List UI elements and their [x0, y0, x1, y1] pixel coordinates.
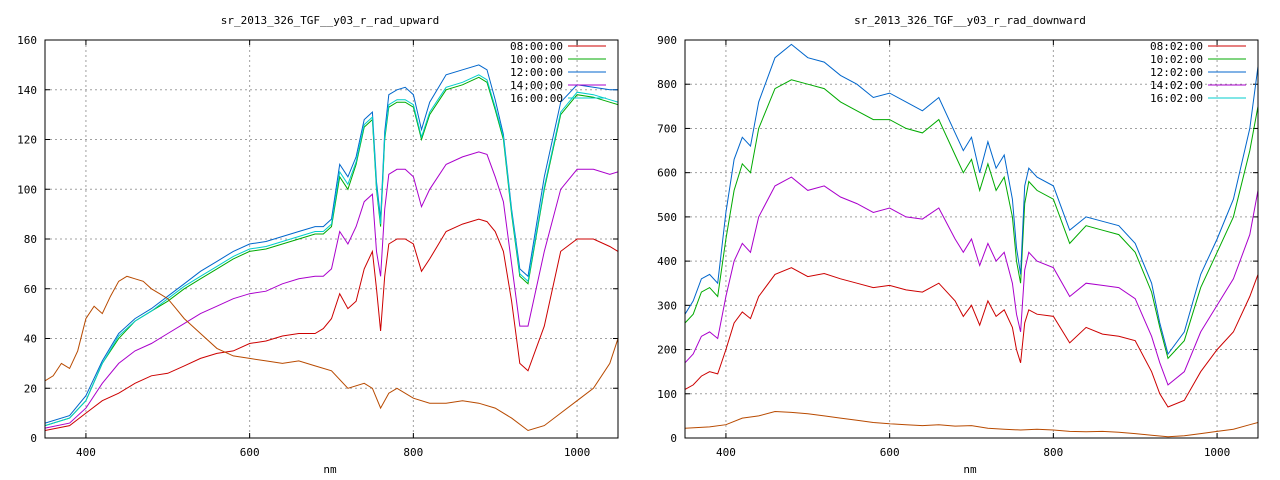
downward-series-line-1 — [685, 79, 1258, 360]
downward-y-tick-label-100: 100 — [657, 388, 677, 401]
downward-series-line-5 — [685, 410, 1258, 438]
upward-x-tick-label-400: 400 — [76, 446, 96, 459]
downward-x-tick-label-800: 800 — [1043, 446, 1063, 459]
downward-y-tick-label-500: 500 — [657, 211, 677, 224]
downward-series-line-2 — [685, 43, 1258, 356]
downward-plot-frame — [684, 39, 1259, 439]
downward-legend-label-4: 16:02:00 — [1150, 92, 1203, 105]
upward-plot-frame — [44, 39, 619, 439]
downward-y-tick-label-0: 0 — [670, 432, 677, 445]
downward-x-tick-label-400: 400 — [716, 446, 736, 459]
upward-y-tick-label-20: 20 — [24, 382, 37, 395]
upward-legend-label-1: 10:00:00 — [510, 53, 563, 66]
upward-y-tick-label-120: 120 — [17, 134, 37, 147]
downward-chart-title: sr_2013_326_TGF__y03_r_rad_downward — [854, 14, 1086, 27]
downward-series-line-0 — [685, 267, 1258, 408]
upward-y-tick-label-100: 100 — [17, 183, 37, 196]
downward-chart: sr_2013_326_TGF__y03_r_rad_downward nm 4… — [657, 14, 1259, 476]
upward-legend-label-4: 16:00:00 — [510, 92, 563, 105]
upward-legend-label-0: 08:00:00 — [510, 40, 563, 53]
downward-legend-label-1: 10:02:00 — [1150, 53, 1203, 66]
upward-series-line-3 — [45, 151, 618, 429]
upward-x-tick-label-600: 600 — [240, 446, 260, 459]
downward-y-tick-label-800: 800 — [657, 78, 677, 91]
downward-legend-label-2: 12:02:00 — [1150, 66, 1203, 79]
upward-series-line-0 — [45, 218, 618, 431]
downward-series-line-3 — [685, 176, 1258, 386]
upward-series-line-5 — [45, 275, 618, 432]
upward-y-tick-label-40: 40 — [24, 333, 37, 346]
downward-y-tick-label-900: 900 — [657, 34, 677, 47]
upward-x-tick-label-1000: 1000 — [564, 446, 591, 459]
downward-chart-x-label: nm — [963, 463, 977, 476]
downward-y-tick-label-200: 200 — [657, 344, 677, 357]
upward-series-line-4 — [45, 74, 618, 427]
downward-y-tick-label-700: 700 — [657, 122, 677, 135]
upward-legend-label-2: 12:00:00 — [510, 66, 563, 79]
upward-y-tick-label-0: 0 — [30, 432, 37, 445]
upward-y-tick-label-60: 60 — [24, 283, 37, 296]
upward-y-tick-label-140: 140 — [17, 84, 37, 97]
upward-legend-label-3: 14:00:00 — [510, 79, 563, 92]
upward-chart-x-label: nm — [323, 463, 337, 476]
downward-y-tick-label-400: 400 — [657, 255, 677, 268]
downward-x-tick-label-600: 600 — [880, 446, 900, 459]
upward-chart: sr_2013_326_TGF__y03_r_rad_upward nm 400… — [17, 14, 619, 476]
downward-legend-label-0: 08:02:00 — [1150, 40, 1203, 53]
downward-legend-label-3: 14:02:00 — [1150, 79, 1203, 92]
upward-chart-title: sr_2013_326_TGF__y03_r_rad_upward — [221, 14, 440, 27]
upward-series-line-2 — [45, 64, 618, 424]
upward-y-tick-label-80: 80 — [24, 233, 37, 246]
downward-y-tick-label-300: 300 — [657, 299, 677, 312]
downward-x-tick-label-1000: 1000 — [1204, 446, 1231, 459]
upward-y-tick-label-160: 160 — [17, 34, 37, 47]
downward-y-tick-label-600: 600 — [657, 167, 677, 180]
upward-x-tick-label-800: 800 — [403, 446, 423, 459]
